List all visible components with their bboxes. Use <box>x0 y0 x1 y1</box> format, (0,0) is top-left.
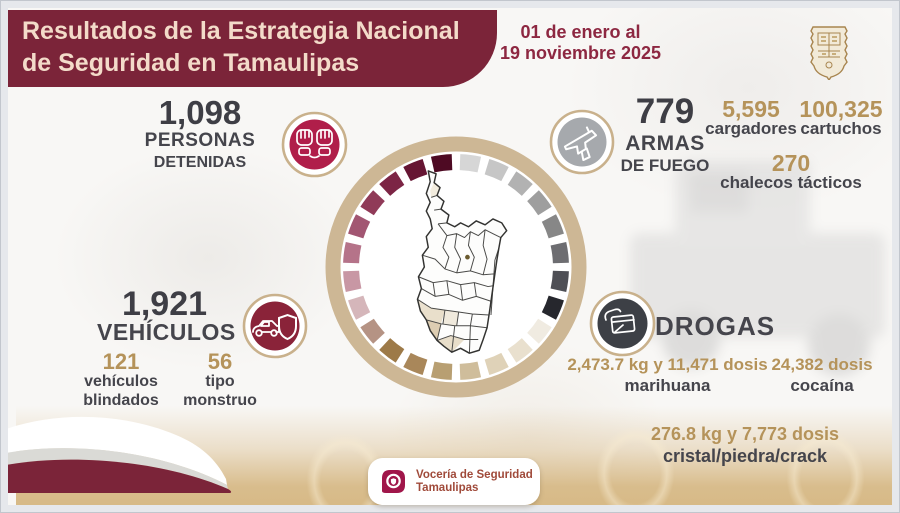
armored-label-1: vehículos <box>84 373 158 390</box>
voceria-logo-icon <box>382 470 405 493</box>
vests-value: 270 <box>771 150 811 176</box>
drugs-label: DROGAS <box>655 311 776 341</box>
monster-label-2: monstruo <box>183 392 257 409</box>
vehicles-value: 1,921 <box>121 285 208 323</box>
vests-label: chalecos tácticos <box>720 173 862 192</box>
armored-label-2: blindados <box>83 392 159 409</box>
ribbon-decoration <box>8 416 232 493</box>
footer-org-line1: Vocería de Seguridad <box>416 468 533 481</box>
report-date-line1: 01 de enero al <box>520 22 641 42</box>
footer-org-line2: Tamaulipas <box>416 481 479 494</box>
magazines-value: 5,595 <box>722 96 780 122</box>
cartridges-value: 100,325 <box>799 96 883 122</box>
pistol-icon <box>549 109 615 175</box>
monster-label-1: tipo <box>205 373 235 390</box>
page-title-line1: Resultados de la Estrategia Nacional <box>22 17 460 45</box>
marijuana-label: marihuana <box>624 376 711 395</box>
handcuffs-icon <box>281 111 348 178</box>
drug-package-icon <box>589 290 656 357</box>
firearms-label-2: DE FUEGO <box>620 156 710 175</box>
armored-value: 121 <box>102 349 140 374</box>
crystal-label: cristal/piedra/crack <box>662 446 828 466</box>
shield-watermark <box>778 420 873 505</box>
background-photo <box>620 128 892 428</box>
report-date: 01 de enero al 19 noviembre 2025 <box>498 22 663 64</box>
firearms-label-1: ARMAS <box>625 132 705 155</box>
magazines-label: cargadores <box>705 119 797 138</box>
cartridges-label: cartuchos <box>800 119 882 138</box>
shield-watermark <box>588 416 683 505</box>
cocaine-label: cocaína <box>790 376 854 395</box>
voceria-badge: Vocería de Seguridad Tamaulipas <box>368 458 540 505</box>
detainees-label-1: PERSONAS <box>144 130 256 151</box>
car-shield-icon <box>242 293 308 359</box>
marijuana-value: 2,473.7 kg y 11,471 dosis <box>567 355 768 374</box>
cocaine-value: 24,382 dosis <box>771 355 873 374</box>
monster-value: 56 <box>207 349 233 374</box>
tamaulipas-state-map <box>416 170 508 354</box>
page-title-line2: de Seguridad en Tamaulipas <box>22 49 360 77</box>
results-ring <box>325 136 587 398</box>
detainees-value: 1,098 <box>158 94 242 131</box>
report-date-line2: 19 noviembre 2025 <box>499 43 662 63</box>
ring-segments <box>343 154 569 380</box>
firearms-value: 779 <box>635 92 695 131</box>
crystal-value: 276.8 kg y 7,773 dosis <box>650 424 840 444</box>
vehicles-label: VEHÍCULOS <box>97 319 236 345</box>
title-banner: Resultados de la Estrategia Nacional de … <box>8 10 497 87</box>
tamaulipas-coat-of-arms-icon <box>810 26 848 80</box>
detainees-label-2: DETENIDAS <box>153 154 247 171</box>
